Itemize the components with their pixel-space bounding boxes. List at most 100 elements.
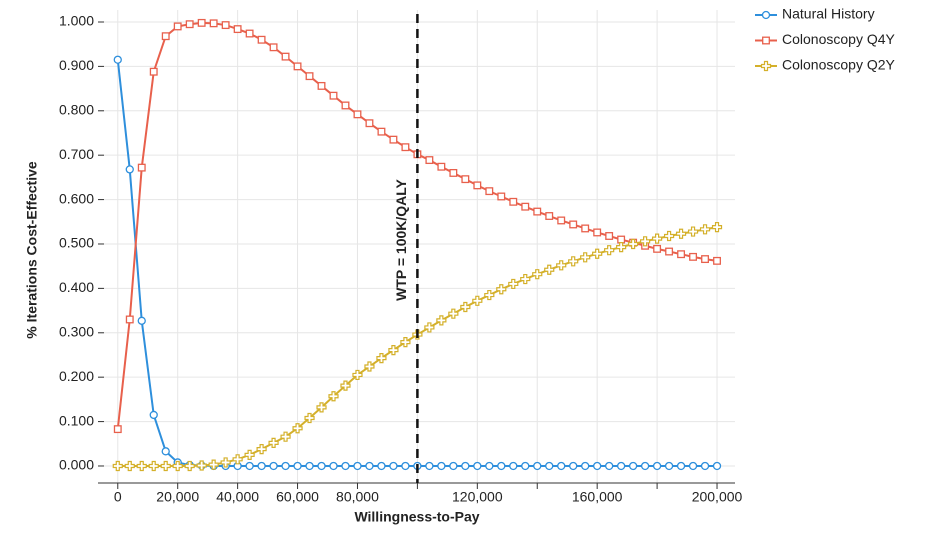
point bbox=[676, 461, 686, 471]
y-tick-label: 1.000 bbox=[59, 13, 94, 29]
point bbox=[341, 101, 350, 110]
point bbox=[448, 308, 459, 319]
point bbox=[460, 301, 471, 313]
point bbox=[353, 110, 362, 119]
point bbox=[663, 230, 675, 242]
point bbox=[196, 460, 207, 471]
legend-label: Colonoscopy Q2Y bbox=[782, 57, 896, 73]
point bbox=[341, 461, 350, 471]
point bbox=[389, 135, 398, 144]
point bbox=[376, 352, 387, 364]
x-axis-title: Willingness-to-Pay bbox=[354, 509, 479, 525]
point bbox=[593, 228, 602, 237]
point bbox=[233, 25, 242, 34]
point bbox=[377, 127, 386, 136]
point bbox=[137, 163, 146, 172]
point bbox=[256, 444, 267, 455]
point bbox=[473, 181, 482, 190]
y-tick-label: 0.900 bbox=[59, 57, 94, 73]
point bbox=[388, 344, 399, 356]
point bbox=[580, 252, 591, 263]
point bbox=[605, 461, 614, 471]
point bbox=[340, 380, 351, 391]
point bbox=[329, 461, 338, 471]
x-tick-label: 60,000 bbox=[276, 489, 319, 505]
point bbox=[711, 222, 723, 233]
point bbox=[652, 461, 662, 471]
y-tick-label: 0.300 bbox=[59, 323, 94, 339]
y-tick-label: 0.500 bbox=[59, 235, 94, 251]
point bbox=[616, 241, 627, 253]
point bbox=[508, 278, 519, 290]
point bbox=[280, 431, 291, 442]
y-tick-label: 0.200 bbox=[59, 368, 94, 384]
point bbox=[257, 461, 266, 471]
point bbox=[425, 461, 434, 471]
point bbox=[353, 461, 362, 471]
point bbox=[245, 29, 254, 38]
point bbox=[628, 238, 639, 250]
point bbox=[364, 361, 375, 372]
point bbox=[520, 273, 531, 285]
point bbox=[208, 459, 219, 470]
point bbox=[533, 461, 542, 471]
point bbox=[449, 168, 458, 177]
point bbox=[124, 460, 135, 472]
point bbox=[113, 425, 122, 434]
x-tick-label: 120,000 bbox=[452, 489, 503, 505]
point bbox=[568, 256, 579, 267]
point bbox=[269, 461, 278, 471]
point bbox=[125, 165, 134, 174]
point bbox=[461, 175, 470, 184]
point bbox=[112, 460, 123, 472]
point bbox=[569, 220, 578, 229]
point bbox=[401, 461, 410, 471]
annotation-label: WTP = 100K/QALY bbox=[393, 178, 409, 300]
point bbox=[545, 212, 554, 220]
point bbox=[521, 202, 530, 211]
point bbox=[701, 255, 709, 264]
point bbox=[173, 22, 182, 31]
point bbox=[316, 402, 327, 413]
y-tick-label: 0.100 bbox=[59, 412, 94, 428]
y-tick-label: 0.700 bbox=[59, 146, 94, 162]
point bbox=[400, 337, 411, 348]
point bbox=[677, 250, 686, 259]
point bbox=[545, 461, 554, 471]
x-tick-label: 160,000 bbox=[572, 489, 623, 505]
point bbox=[317, 461, 326, 471]
point bbox=[449, 461, 458, 471]
point bbox=[352, 369, 363, 381]
point bbox=[557, 216, 566, 225]
y-axis-title: % Iterations Cost-Effective bbox=[24, 161, 40, 339]
point bbox=[268, 437, 279, 448]
point bbox=[521, 461, 530, 471]
point bbox=[389, 461, 398, 471]
point bbox=[616, 461, 626, 471]
point bbox=[161, 32, 170, 41]
point bbox=[497, 461, 506, 471]
point bbox=[484, 289, 495, 301]
point bbox=[125, 315, 134, 324]
point bbox=[509, 197, 518, 206]
point bbox=[184, 460, 195, 472]
point bbox=[628, 461, 638, 471]
point bbox=[509, 461, 518, 471]
point bbox=[220, 457, 231, 468]
point bbox=[581, 224, 590, 233]
point bbox=[712, 461, 722, 471]
point bbox=[149, 410, 158, 420]
point bbox=[293, 62, 302, 71]
point bbox=[497, 192, 506, 201]
point bbox=[136, 460, 147, 472]
point bbox=[365, 119, 374, 128]
y-tick-label: 0.400 bbox=[59, 279, 94, 295]
point bbox=[172, 460, 183, 472]
point bbox=[496, 284, 507, 295]
point bbox=[137, 316, 146, 325]
point bbox=[713, 256, 721, 265]
point bbox=[437, 461, 446, 471]
point bbox=[689, 252, 698, 261]
point bbox=[473, 461, 482, 471]
x-tick-label: 0 bbox=[114, 489, 122, 505]
